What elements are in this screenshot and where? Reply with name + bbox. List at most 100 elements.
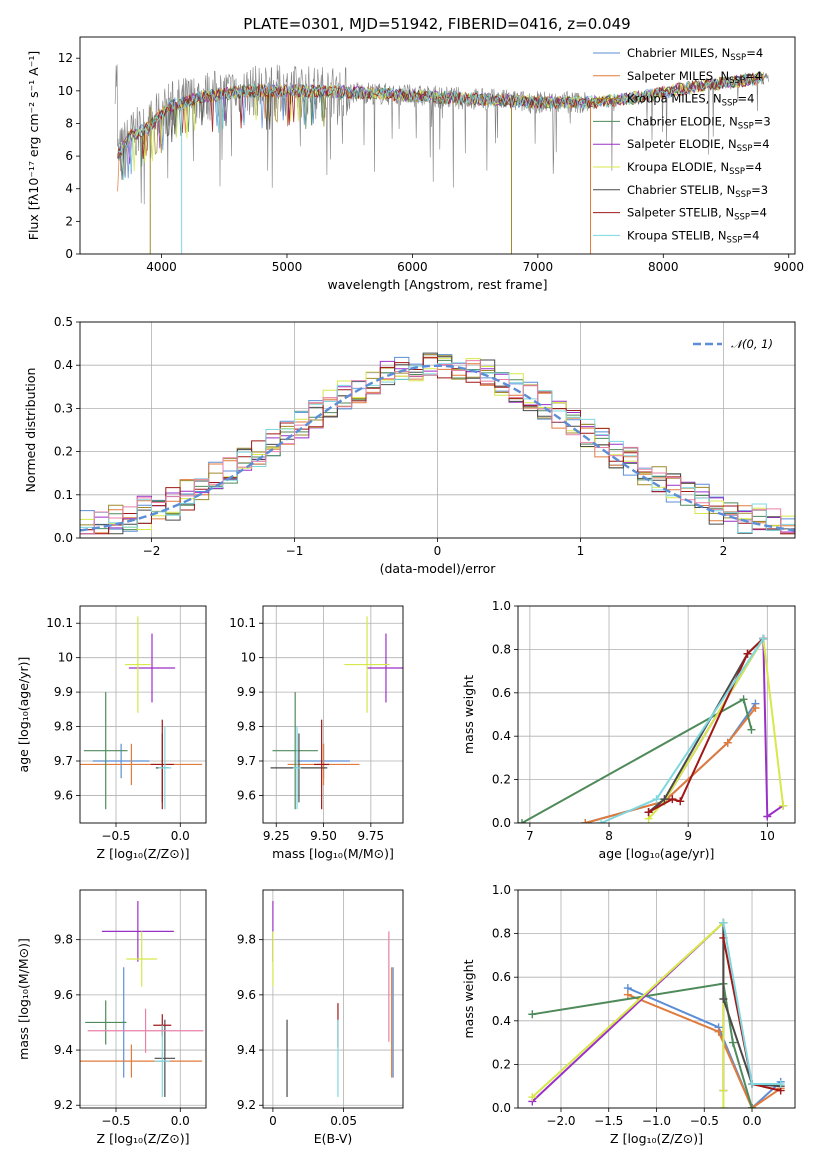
x-tick-label: −0.5 [101,829,130,843]
model-spectrum-line [117,74,764,181]
axes-frame [79,36,796,255]
y-tick-label: 9.6 [237,788,256,802]
x-tick-label: 7 [526,829,534,843]
legend-subscript: SSP [738,121,754,131]
mass-weight-point-marker [652,795,661,804]
y-tick-label: 0.1 [54,488,73,502]
mass-weight-series-line [531,920,725,1108]
x-tick-label: −1 [286,544,304,558]
axes-frame [517,889,796,1109]
mass-weight-point-marker [719,995,728,1003]
y-tick-label: 10.1 [229,616,256,630]
x-tick-label: 9.25 [263,829,290,843]
x-tick-label: 0.05 [330,1114,357,1128]
x-tick-label: 0.0 [171,1114,190,1128]
axes-frame [262,889,404,1109]
y-axis-label: Flux [fλ10⁻¹⁷ erg cm⁻² s⁻¹ A⁻¹] [26,51,41,240]
y-tick-label: 9.9 [54,685,73,699]
y-tick-label: 9.8 [54,720,73,734]
x-tick-label: 0 [434,544,442,558]
y-axis-label: Normed distribution [23,368,38,493]
y-tick-label: 9.2 [54,1098,73,1112]
mass-weight-series-line [627,993,782,1108]
mass-weight-vs-metallicity-panel: −2.0 −1.5 −1.0 −0.5 0.0 0.0 0.2 0.4 0.6 0.8 1.0 Z [… [461,883,796,1146]
y-tick-label: 9.9 [237,685,256,699]
plot-area [80,352,795,535]
axes-frame [517,605,796,824]
legend-model-name: Chabrier ELODIE [627,114,722,128]
gaussian-reference-curve [80,364,795,532]
axes-frame [262,605,404,824]
x-tick-label: 0.0 [742,1114,761,1128]
y-tick-label: 0.0 [54,531,73,545]
mass-vs-metallicity-panel: −0.5 0.0 9.2 9.4 9.6 9.8 Z [log₁₀(Z/Z⊙)] mass [… [16,889,207,1146]
mass-weight-point-marker [723,738,732,747]
mass-weight-point-marker [660,795,669,804]
y-tick-label: 0.6 [492,686,511,700]
plot-area [272,901,394,1097]
y-tick-label: 8 [65,116,73,130]
y-tick-label: 0.6 [492,970,511,984]
x-axis-label: Z [log₁₀(Z/Z⊙)] [97,846,190,861]
x-tick-label: 10 [760,829,775,843]
mass-weight-point-marker [714,1027,723,1036]
mass-weight-series-line [585,703,757,823]
y-tick-label: 0.0 [492,816,511,830]
y-tick-label: 10 [58,84,73,98]
y-tick-label: 0.2 [492,773,511,787]
mass-weight-point-marker [748,1104,757,1108]
mass-weight-point-marker [528,1093,537,1102]
mass-weight-series-line [647,635,785,820]
legend-nssp-value: =4 [746,46,763,60]
plot-area [518,634,788,823]
x-tick-label: −2 [143,544,161,558]
x-tick-label: 9.50 [310,829,337,843]
y-tick-label: 4 [65,182,73,196]
y-tick-label: 10.1 [46,616,73,630]
y-tick-label: 2 [65,214,73,228]
y-tick-label: 9.6 [237,988,256,1002]
mass-weight-point-marker [518,819,526,823]
y-tick-label: 9.8 [237,933,256,947]
legend-entry: Chabrier MILES, NSSP=4 [627,46,763,63]
mass-weight-point-marker [719,918,728,927]
mass-weight-point-marker [751,703,760,712]
mass-weight-vs-age-panel: 7 8 9 10 0.0 0.2 0.4 0.6 0.8 1.0 age [log₁₀(age/yr… [461,599,796,861]
y-tick-label: 10 [241,651,256,665]
plot-area [80,901,204,1097]
mass-weight-point-marker [776,1080,785,1089]
x-tick-label: 2 [720,544,728,558]
mass-vs-ebv-panel: 0 0.05 9.2 9.4 9.6 9.8 E(B-V) [237,889,404,1146]
legend-subscript: SSP [729,167,745,177]
legend-entry: Salpeter MILES, NSSP=4 [627,69,762,86]
y-tick-label: 9.8 [54,933,73,947]
legend-nssp-label: , N [706,92,722,106]
axes-frame [79,321,796,539]
legend-subscript: SSP [727,235,743,245]
y-axis-label: mass weight [461,959,476,1038]
legend-subscript: SSP [734,213,750,223]
mass-weight-point-marker [644,808,653,817]
legend-model-name: Salpeter MILES [627,69,713,83]
residual-histogram-series [80,360,795,535]
x-tick-label: 9000 [773,260,804,274]
mass-weight-series-line [722,922,781,1088]
y-tick-label: 0.8 [492,642,511,656]
legend-nssp-value: =4 [750,206,767,220]
y-tick-label: 0.4 [54,358,73,372]
x-axis-label: Z [log₁₀(Z/Z⊙)] [610,1131,703,1146]
mass-weight-point-marker [728,1038,737,1047]
x-tick-label: 8000 [648,260,679,274]
mass-weight-point-marker [668,795,677,804]
plot-area [114,64,769,254]
mass-weight-point-marker [528,1010,537,1019]
y-tick-label: 0 [65,247,73,261]
legend-model-name: Salpeter STELIB [627,206,718,220]
legend-model-name: Chabrier MILES [627,46,714,60]
gaussian-legend-label: 𝒩(0, 1) [731,337,773,351]
y-tick-label: 9.2 [237,1098,256,1112]
legend-subscript: SSP [729,76,745,86]
y-tick-label: 0.3 [54,401,73,415]
x-tick-label: −1.5 [594,1114,623,1128]
y-tick-label: 9.4 [54,1043,73,1057]
